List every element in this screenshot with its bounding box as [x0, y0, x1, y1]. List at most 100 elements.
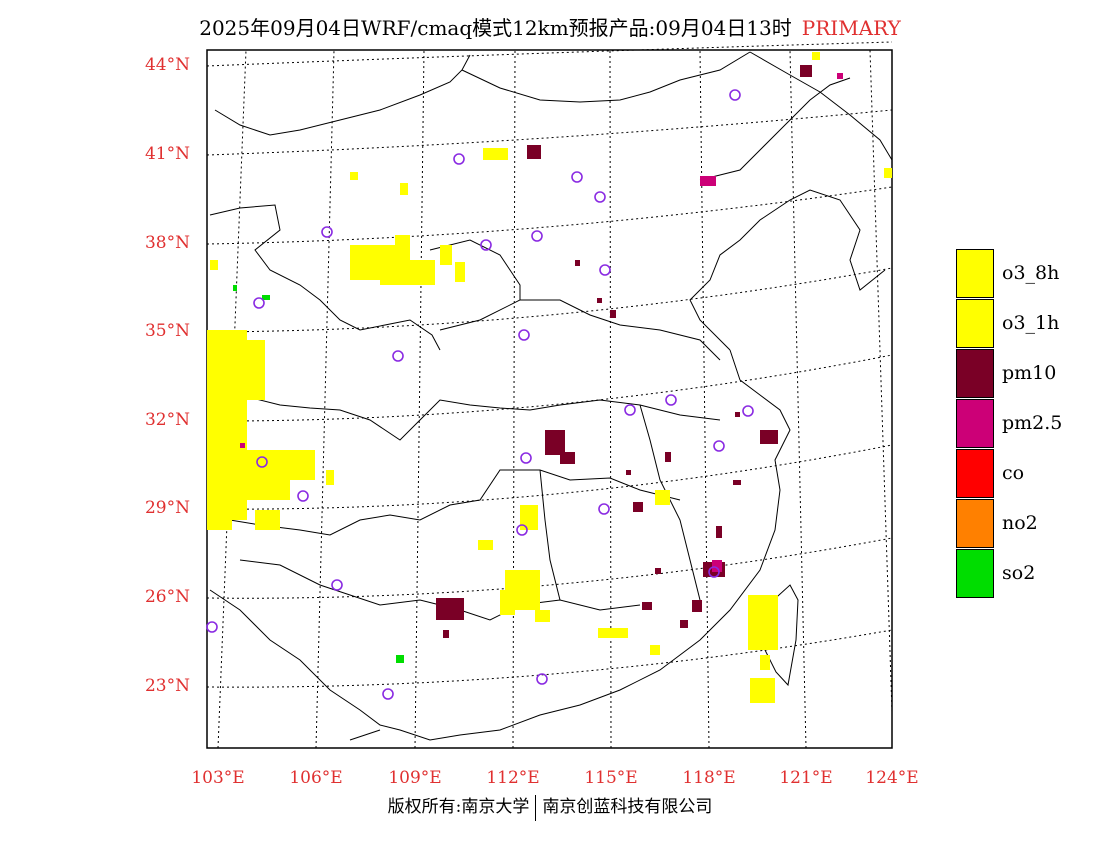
- ozone-cell: [520, 505, 538, 530]
- station-marker: [599, 264, 611, 276]
- station-marker: [382, 688, 394, 700]
- graticule-lon-109: [414, 49, 425, 749]
- ozone-cell: [395, 235, 410, 255]
- ozone-cell: [750, 678, 775, 703]
- lon-label: 118°E: [682, 768, 736, 788]
- station-marker: [392, 350, 404, 362]
- east-coast: [689, 189, 886, 351]
- pm25-cell: [240, 443, 245, 448]
- legend-swatch: [956, 449, 994, 498]
- station-marker: [624, 404, 636, 416]
- graticule-lon-103: [217, 49, 247, 749]
- lat-label: 26°N: [144, 587, 190, 607]
- lon-label: 109°E: [388, 768, 442, 788]
- pm25-cell: [837, 73, 843, 79]
- ozone-cell: [884, 168, 892, 178]
- graticule-lon-121: [789, 49, 807, 749]
- legend-swatch: [956, 249, 994, 298]
- legend-label: so2: [1002, 562, 1036, 584]
- station-marker: [516, 524, 528, 536]
- pm10-cell: [735, 412, 740, 417]
- station-marker: [297, 490, 309, 502]
- so2-cell: [233, 285, 237, 291]
- pm25-cell: [712, 560, 722, 572]
- lat-label: 29°N: [144, 498, 190, 518]
- mongolia-border: [214, 54, 471, 136]
- pm10-cell: [633, 502, 643, 512]
- primary-tag: PRIMARY: [801, 16, 901, 40]
- lat-label: 41°N: [144, 144, 190, 164]
- pm10-cell: [597, 298, 602, 303]
- station-marker: [713, 440, 725, 452]
- legend-item-o3-1h: o3_1h: [956, 299, 1096, 349]
- pm10-cell: [655, 568, 661, 574]
- lat-label: 23°N: [144, 676, 190, 696]
- ozone-cell: [650, 645, 660, 655]
- legend-item-o3-8h: o3_8h: [956, 249, 1096, 299]
- ozone-cell: [598, 628, 628, 638]
- pm10-cell: [716, 526, 722, 538]
- legend-item-so2: so2: [956, 549, 1096, 599]
- copyright-company: 南京创蓝科技有限公司: [542, 797, 713, 817]
- ozone-cell: [326, 470, 334, 485]
- legend-label: pm10: [1002, 362, 1057, 384]
- ozone-cell: [478, 540, 493, 550]
- lon-label: 103°E: [191, 768, 245, 788]
- bohai-coast: [699, 77, 851, 181]
- lon-label: 106°E: [289, 768, 343, 788]
- ozone-cell: [455, 262, 465, 282]
- station-marker: [571, 171, 583, 183]
- lon-label: 112°E: [486, 768, 540, 788]
- ozone-cell: [483, 148, 508, 160]
- southern-provinces-1: [229, 469, 681, 536]
- footer-separator: [535, 794, 537, 821]
- lat-label: 35°N: [144, 321, 190, 341]
- station-marker: [708, 566, 720, 578]
- lat-label: 32°N: [144, 410, 190, 430]
- ozone-cell: [255, 510, 280, 530]
- station-marker: [742, 405, 754, 417]
- map-frame: [206, 49, 893, 749]
- south-coast: [209, 349, 791, 741]
- graticule-lat-29: [206, 444, 893, 510]
- lon-label: 115°E: [584, 768, 638, 788]
- so2-cell: [396, 655, 404, 663]
- legend-label: co: [1002, 462, 1025, 484]
- legend-label: o3_1h: [1002, 312, 1060, 334]
- ozone-cell: [748, 595, 778, 650]
- ozone-cell: [655, 490, 670, 505]
- station-marker: [594, 191, 606, 203]
- legend-item-pm2-5: pm2.5: [956, 399, 1096, 449]
- station-marker: [518, 329, 530, 341]
- graticule-lat-32: [206, 354, 893, 422]
- pm10-cell: [680, 620, 688, 628]
- station-marker: [598, 503, 610, 515]
- pm10-cell: [626, 470, 631, 475]
- station-marker: [520, 452, 532, 464]
- station-marker: [206, 621, 218, 633]
- ozone-cell: [280, 450, 315, 480]
- station-markers: [206, 89, 754, 700]
- legend-swatch: [956, 299, 994, 348]
- pm25-cell: [700, 176, 716, 186]
- central-province: [429, 239, 521, 331]
- pm10-cell: [560, 452, 575, 464]
- station-marker: [253, 297, 265, 309]
- station-marker: [665, 394, 677, 406]
- graticule-lon-118: [699, 49, 710, 749]
- station-marker: [480, 239, 492, 251]
- copyright-owner: 版权所有:南京大学: [387, 797, 530, 817]
- central-east-province: [520, 299, 721, 361]
- pm10-cell: [642, 602, 652, 610]
- legend-label: no2: [1002, 512, 1038, 534]
- ozone-cell: [400, 183, 408, 195]
- lat-label: 38°N: [144, 233, 190, 253]
- title-text: 2025年09月04日WRF/cmaq模式12km预报产品:09月04日13时: [199, 16, 792, 40]
- graticule-lon-112: [512, 49, 516, 749]
- pm10-cell: [443, 630, 449, 638]
- legend-swatch: [956, 549, 994, 598]
- ozone-cell: [760, 655, 770, 670]
- ozone-cell: [535, 610, 550, 622]
- pm10-cell: [665, 452, 671, 462]
- pm10-cell: [545, 430, 565, 455]
